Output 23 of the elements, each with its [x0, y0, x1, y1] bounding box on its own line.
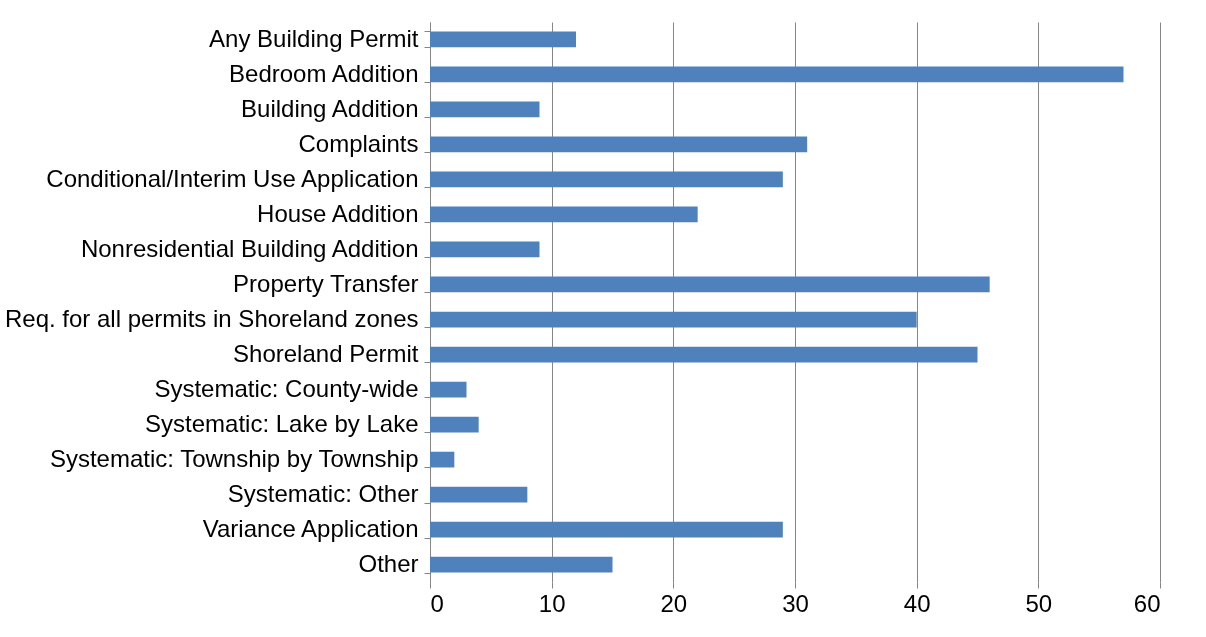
y-tick-label: Conditional/Interim Use Application [46, 164, 419, 192]
y-tick-label: Req. for all permits in Shoreland zones [4, 305, 419, 333]
x-tick-label: 30 [782, 589, 809, 617]
y-tick-label: Variance Application [202, 515, 419, 543]
y-tick-label: Complaints [298, 129, 419, 157]
x-tick-label: 50 [1025, 589, 1053, 617]
y-tick-label: Systematic: Township by Township [49, 445, 419, 473]
y-tick-label: Building Addition [241, 94, 419, 122]
y-tick-label: Systematic: Lake by Lake [145, 410, 419, 438]
y-tick-label: Bedroom Addition [229, 59, 419, 87]
x-tick-label: 10 [538, 589, 566, 617]
y-tick-label: House Addition [257, 199, 419, 227]
y-tick-label: Systematic: County-wide [154, 375, 419, 403]
y-tick-label: Shoreland Permit [233, 340, 419, 368]
y-tick-label: Systematic: Other [227, 480, 419, 508]
y-tick-label: Nonresidential Building Addition [80, 234, 419, 262]
x-tick-label: 20 [660, 589, 688, 617]
y-tick-label: Other [358, 550, 419, 578]
x-tick-label: 60 [1133, 589, 1161, 617]
y-tick-label: Property Transfer [233, 269, 419, 297]
y-tick-label: Any Building Permit [209, 24, 419, 52]
x-tick-label: 40 [903, 589, 931, 617]
x-tick-label: 0 [430, 589, 444, 617]
